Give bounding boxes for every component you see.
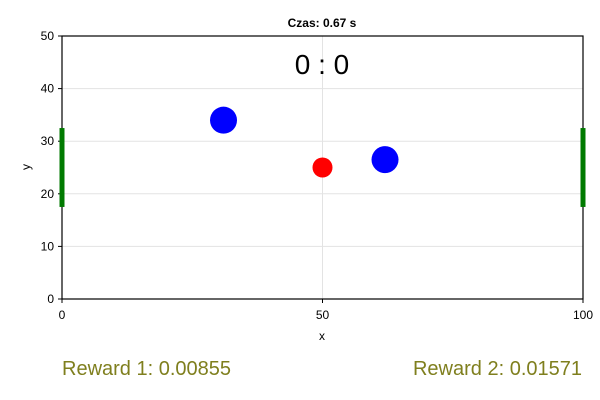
x-tick-label: 0 bbox=[59, 308, 66, 322]
game-plot: Czas: 0.67 s 0 50 100 0 10 20 30 40 50 x y 0 : … bbox=[19, 16, 593, 343]
y-axis-label: y bbox=[19, 164, 33, 170]
y-axis-ticks: 0 10 20 30 40 50 bbox=[41, 29, 62, 306]
x-axis-label: x bbox=[319, 329, 325, 343]
ball-layer bbox=[312, 157, 333, 178]
left-goal bbox=[59, 128, 65, 207]
score-display: 0 : 0 bbox=[295, 49, 349, 80]
players bbox=[210, 106, 399, 174]
rewards-bar: Reward 1: 0.00855 Reward 2: 0.01571 bbox=[0, 358, 600, 390]
reward-player-1: Reward 1: 0.00855 bbox=[62, 358, 232, 380]
y-tick-label: 30 bbox=[41, 134, 55, 148]
goals bbox=[59, 128, 586, 207]
y-tick-label: 20 bbox=[41, 187, 55, 201]
x-tick-label: 100 bbox=[573, 308, 593, 322]
right-goal bbox=[580, 128, 586, 207]
y-tick-label: 50 bbox=[41, 29, 55, 43]
x-axis-ticks: 0 50 100 bbox=[59, 299, 593, 322]
y-tick-label: 40 bbox=[41, 82, 55, 96]
player-1 bbox=[210, 106, 238, 134]
ball bbox=[312, 157, 333, 178]
player-2 bbox=[371, 146, 399, 174]
reward-player-2: Reward 2: 0.01571 bbox=[412, 358, 582, 380]
y-tick-label: 0 bbox=[47, 292, 54, 306]
y-tick-label: 10 bbox=[41, 239, 55, 253]
x-tick-label: 50 bbox=[316, 308, 330, 322]
plot-title: Czas: 0.67 s bbox=[288, 16, 357, 30]
